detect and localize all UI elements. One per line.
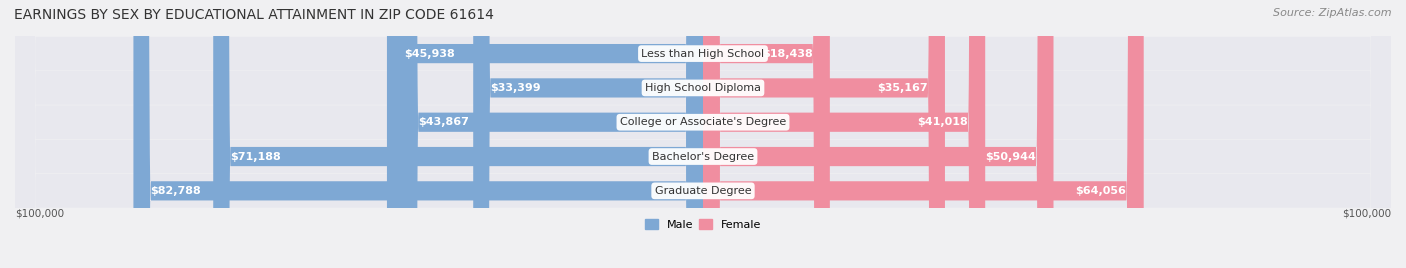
FancyBboxPatch shape xyxy=(703,0,1143,268)
FancyBboxPatch shape xyxy=(15,0,1391,268)
FancyBboxPatch shape xyxy=(15,0,1391,268)
Text: $33,399: $33,399 xyxy=(491,83,541,93)
FancyBboxPatch shape xyxy=(703,0,986,268)
FancyBboxPatch shape xyxy=(401,0,703,268)
Text: $82,788: $82,788 xyxy=(150,186,201,196)
Text: $18,438: $18,438 xyxy=(762,49,813,59)
Text: $41,018: $41,018 xyxy=(917,117,967,127)
FancyBboxPatch shape xyxy=(703,0,1053,268)
Text: EARNINGS BY SEX BY EDUCATIONAL ATTAINMENT IN ZIP CODE 61614: EARNINGS BY SEX BY EDUCATIONAL ATTAINMEN… xyxy=(14,8,494,22)
Text: $100,000: $100,000 xyxy=(1341,209,1391,219)
FancyBboxPatch shape xyxy=(15,0,1391,268)
FancyBboxPatch shape xyxy=(474,0,703,268)
Text: Less than High School: Less than High School xyxy=(641,49,765,59)
Text: $50,944: $50,944 xyxy=(986,151,1036,162)
Text: $100,000: $100,000 xyxy=(15,209,65,219)
Text: $45,938: $45,938 xyxy=(404,49,456,59)
FancyBboxPatch shape xyxy=(15,0,1391,268)
FancyBboxPatch shape xyxy=(15,0,1391,268)
Text: College or Associate's Degree: College or Associate's Degree xyxy=(620,117,786,127)
Text: $35,167: $35,167 xyxy=(877,83,928,93)
FancyBboxPatch shape xyxy=(387,0,703,268)
FancyBboxPatch shape xyxy=(134,0,703,268)
Text: $64,056: $64,056 xyxy=(1076,186,1126,196)
FancyBboxPatch shape xyxy=(703,0,945,268)
Text: $43,867: $43,867 xyxy=(419,117,470,127)
FancyBboxPatch shape xyxy=(214,0,703,268)
Text: Source: ZipAtlas.com: Source: ZipAtlas.com xyxy=(1274,8,1392,18)
FancyBboxPatch shape xyxy=(703,0,830,268)
Text: Bachelor's Degree: Bachelor's Degree xyxy=(652,151,754,162)
Text: High School Diploma: High School Diploma xyxy=(645,83,761,93)
Text: Graduate Degree: Graduate Degree xyxy=(655,186,751,196)
Text: $71,188: $71,188 xyxy=(231,151,281,162)
Legend: Male, Female: Male, Female xyxy=(641,216,765,233)
